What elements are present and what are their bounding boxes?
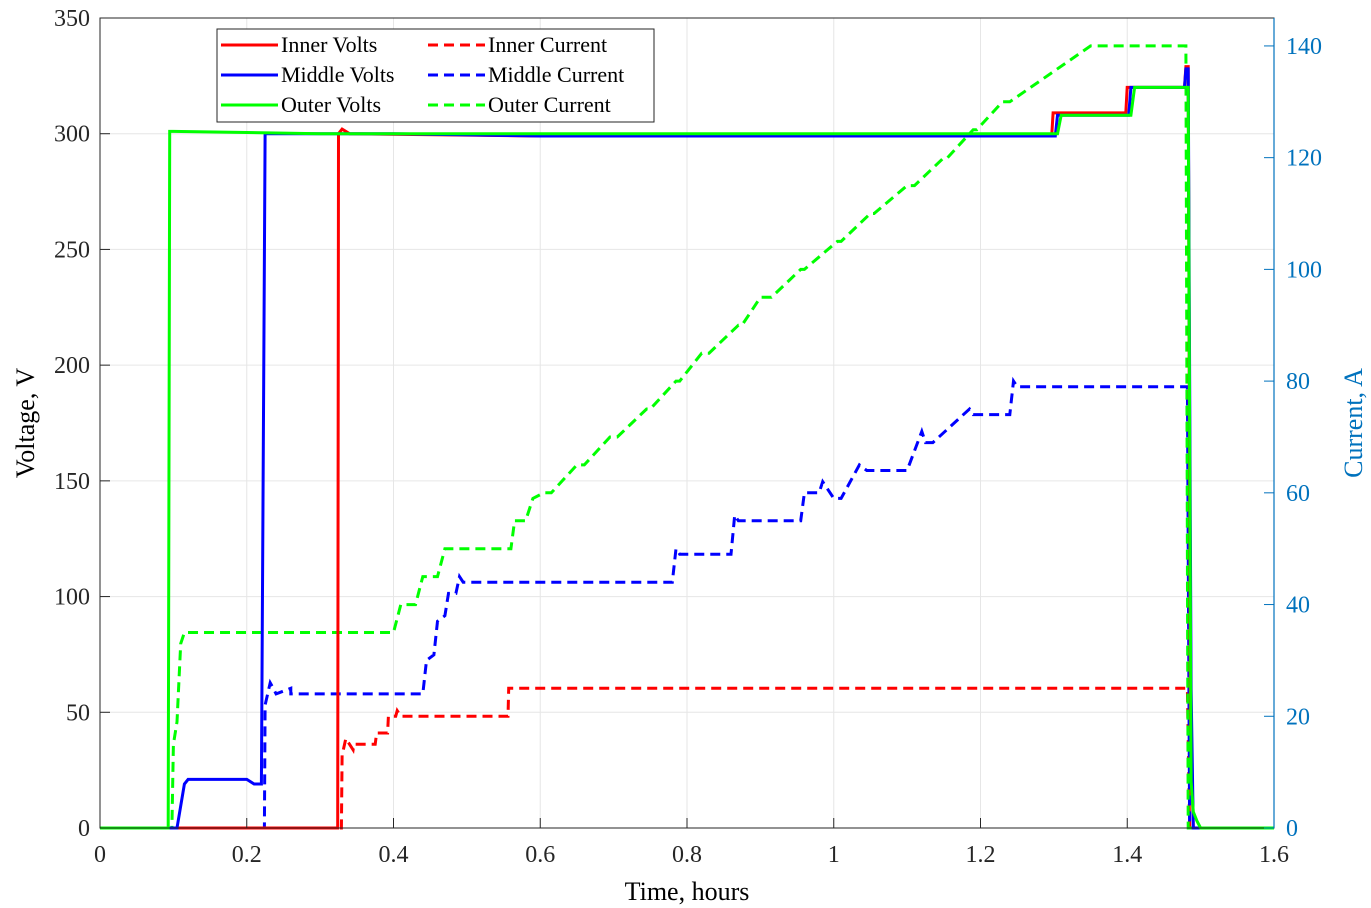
- x-tick-label: 1.6: [1259, 842, 1289, 868]
- right-y-tick-label: 40: [1286, 593, 1310, 619]
- left-y-tick-label: 250: [54, 237, 90, 263]
- right-y-tick-label: 80: [1286, 369, 1310, 395]
- x-tick-label: 0: [94, 842, 106, 868]
- x-tick-label: 1.2: [966, 842, 996, 868]
- x-axis-label: Time, hours: [625, 877, 750, 906]
- legend-label-middle-current: Middle Current: [488, 62, 624, 87]
- series-line-outer-current: [100, 44, 1274, 830]
- left-y-tick-label: 50: [66, 700, 90, 726]
- right-y-tick-label: 120: [1286, 146, 1322, 172]
- legend-label-outer-current: Outer Current: [488, 92, 611, 117]
- x-tick-label: 1: [828, 842, 840, 868]
- series-layer: [100, 44, 1274, 830]
- left-y-tick-label: 0: [78, 816, 90, 842]
- x-axis: 0 0.2 0.4 0.6 0.8 1 1.2 1.4 1.6: [94, 818, 1289, 868]
- left-y-axis: 0 50 100 150 200 250 300 350: [54, 6, 110, 842]
- x-tick-label: 0.4: [379, 842, 409, 868]
- legend-label-middle-volts: Middle Volts: [281, 62, 395, 87]
- right-y-tick-label: 20: [1286, 704, 1310, 730]
- right-y-tick-label: 60: [1286, 481, 1310, 507]
- x-tick-label: 0.8: [672, 842, 702, 868]
- right-y-tick-label: 0: [1286, 816, 1298, 842]
- left-y-tick-label: 300: [54, 122, 90, 148]
- x-tick-label: 0.2: [232, 842, 262, 868]
- x-tick-label: 1.4: [1112, 842, 1142, 868]
- legend-label-inner-current: Inner Current: [488, 32, 607, 57]
- left-y-tick-label: 350: [54, 6, 90, 32]
- left-y-tick-label: 200: [54, 353, 90, 379]
- legend: Inner Volts Middle Volts Outer Volts Inner …: [216, 28, 655, 123]
- left-y-axis-label: Voltage, V: [11, 368, 40, 478]
- right-y-axis: 0 20 40 60 80 100 120 140: [1264, 18, 1322, 842]
- right-y-tick-label: 100: [1286, 257, 1322, 283]
- left-y-tick-label: 100: [54, 585, 90, 611]
- series-line-outer-volts: [100, 85, 1274, 830]
- x-tick-label: 0.6: [525, 842, 555, 868]
- legend-label-inner-volts: Inner Volts: [281, 32, 377, 57]
- left-y-tick-label: 150: [54, 469, 90, 495]
- legend-label-outer-volts: Outer Volts: [281, 92, 381, 117]
- series-line-inner-current: [100, 686, 1274, 830]
- right-y-axis-label: Current, A: [1339, 368, 1368, 478]
- series-line-middle-current: [100, 376, 1274, 830]
- right-y-tick-label: 140: [1286, 34, 1322, 60]
- series-line-middle-volts: [100, 67, 1274, 830]
